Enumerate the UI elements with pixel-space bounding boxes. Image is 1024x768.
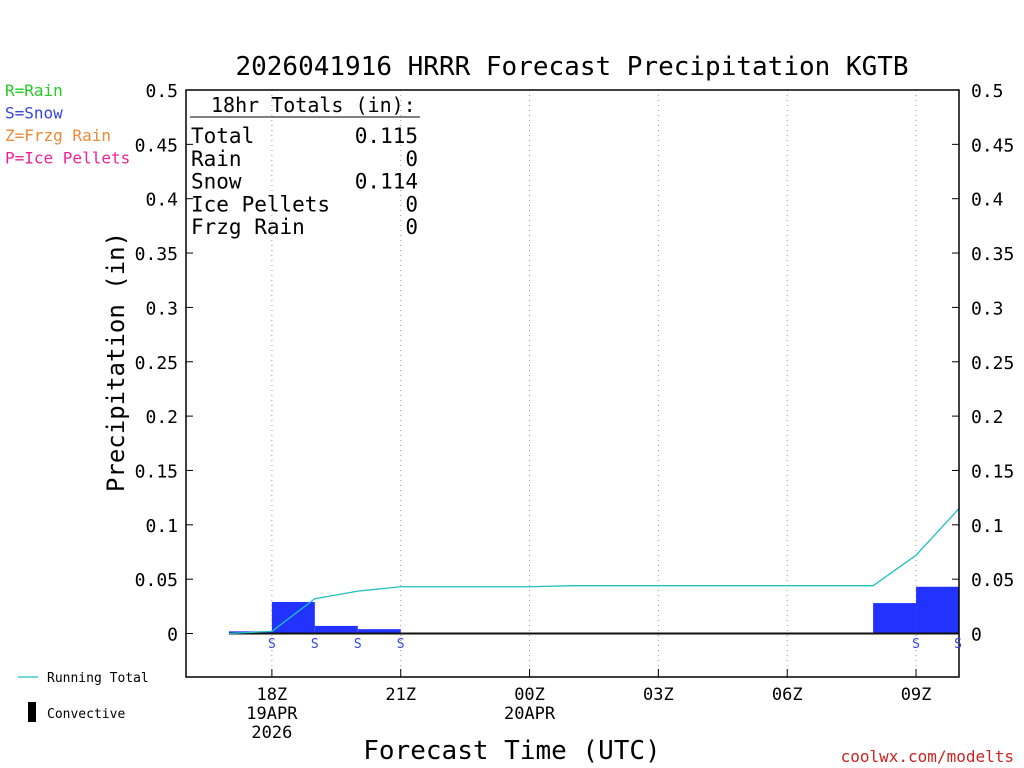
y-tick-label: 0 xyxy=(167,625,178,646)
convective-swatch xyxy=(28,702,36,722)
totals-value: 0.114 xyxy=(355,170,418,194)
plot-frame xyxy=(185,89,960,678)
y-tick-label: 0.15 xyxy=(135,461,178,482)
y-tick-label: 0.45 xyxy=(135,135,178,156)
x-tick-label: 00Z xyxy=(514,685,545,705)
y-tick-label: 0.3 xyxy=(145,298,178,319)
y-tick-label: 0.2 xyxy=(971,407,1004,428)
totals-header: 18hr Totals (in): xyxy=(211,93,416,117)
ptype-marker: S xyxy=(354,637,362,652)
y-tick-label: 0.35 xyxy=(135,244,178,265)
totals-label: Total xyxy=(191,124,254,148)
x-tick-label: 19APR xyxy=(246,704,298,724)
x-tick-label: 18Z xyxy=(257,685,288,705)
y-tick-label: 0.05 xyxy=(971,570,1014,591)
snow-bar xyxy=(916,586,959,634)
credit-text: coolwx.com/modelts xyxy=(841,747,1014,766)
y-tick-label: 0.25 xyxy=(135,353,178,374)
snow-bar xyxy=(271,601,315,634)
ptype-marker: S xyxy=(311,637,319,652)
legend-convective: Convective xyxy=(47,707,125,722)
y-tick-label: 0.3 xyxy=(971,298,1004,319)
y-tick-label: 0.05 xyxy=(135,570,178,591)
totals-value: 0 xyxy=(405,192,418,216)
x-tick-label: 03Z xyxy=(643,685,674,705)
totals-label: Ice Pellets xyxy=(191,192,330,216)
totals-value: 0.115 xyxy=(355,124,418,148)
y-tick-label: 0.4 xyxy=(971,190,1004,211)
ptype-marker: S xyxy=(397,637,405,652)
y-axis-right: 0 0.05 0.1 0.15 0.2 0.25 0.3 0.35 0.4 0.45 0.5 xyxy=(952,81,1014,646)
totals-value: 0 xyxy=(405,215,418,239)
y-tick-label: 0.1 xyxy=(145,516,178,537)
totals-label: Frzg Rain xyxy=(191,215,305,239)
x-tick-label: 21Z xyxy=(385,685,416,705)
ptype-legend-item: Z=Frzg Rain xyxy=(5,126,111,145)
totals-value: 0 xyxy=(405,147,418,171)
ptype-legend-item: P=Ice Pellets xyxy=(5,149,130,168)
y-axis-label: Precipitation (in) xyxy=(102,232,130,492)
ptype-legend-item: R=Rain xyxy=(5,81,63,100)
ptype-legend: R=Rain S=Snow Z=Frzg Rain P=Ice Pellets xyxy=(5,81,130,168)
y-tick-label: 0.5 xyxy=(145,81,178,102)
x-tick-label: 09Z xyxy=(901,685,932,705)
legend-running-total: Running Total xyxy=(47,671,149,686)
y-tick-label: 0.25 xyxy=(971,353,1014,374)
y-tick-label: 0.35 xyxy=(971,244,1014,265)
snow-bar xyxy=(314,625,358,634)
series-legend: Running Total Convective xyxy=(18,671,149,722)
snow-bar xyxy=(357,629,401,634)
y-tick-label: 0.45 xyxy=(971,135,1014,156)
ptype-marker: S xyxy=(954,637,962,652)
chart-title: 2026041916 HRRR Forecast Precipitation K… xyxy=(235,52,908,82)
y-tick-label: 0.1 xyxy=(971,516,1004,537)
y-tick-label: 0.5 xyxy=(971,81,1004,102)
ptype-legend-item: S=Snow xyxy=(5,104,63,123)
y-tick-label: 0.2 xyxy=(145,407,178,428)
totals-box: 18hr Totals (in): Total 0.115 Rain 0 Snow 0.1… xyxy=(190,93,420,239)
x-tick-label: 06Z xyxy=(772,685,803,705)
totals-label: Snow xyxy=(191,170,242,194)
totals-label: Rain xyxy=(191,147,242,171)
y-axis-left: 0 0.05 0.1 0.15 0.2 0.25 0.3 0.35 0.4 0.45 0.5 xyxy=(135,81,193,646)
ptype-marker: S xyxy=(268,637,276,652)
ptype-marker: S xyxy=(912,637,920,652)
y-tick-label: 0.15 xyxy=(971,461,1014,482)
x-axis-label: Forecast Time (UTC) xyxy=(363,736,660,766)
running-total-line xyxy=(228,508,960,635)
snow-bar xyxy=(873,603,917,634)
x-tick-label: 2026 xyxy=(251,723,292,743)
y-tick-label: 0 xyxy=(971,625,982,646)
x-tick-label: 20APR xyxy=(504,704,556,724)
snow-bars xyxy=(228,586,959,634)
y-tick-label: 0.4 xyxy=(145,190,178,211)
